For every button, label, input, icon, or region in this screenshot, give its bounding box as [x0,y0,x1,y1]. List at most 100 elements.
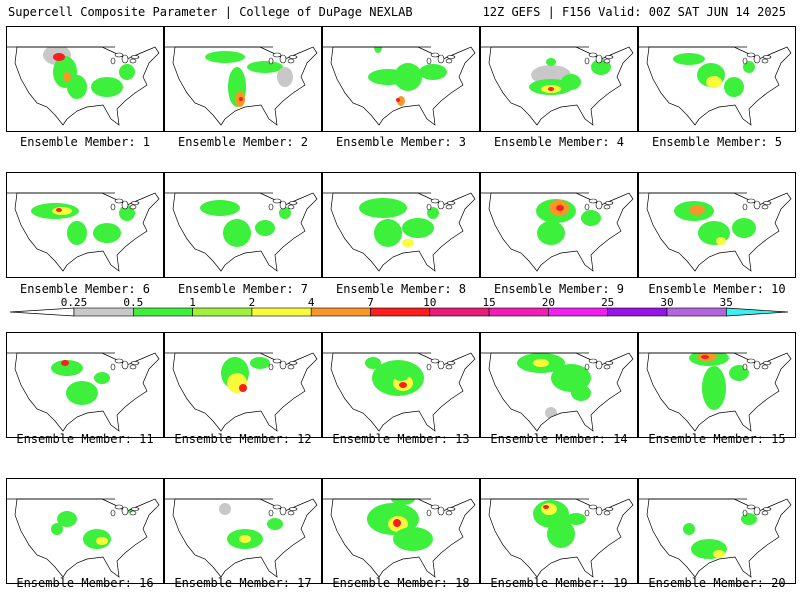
parameter-contour [119,205,135,221]
colorbar-segment [192,307,253,317]
ensemble-member-map [639,46,792,126]
great-lake [114,52,124,58]
great-lake [437,506,445,516]
ensemble-member-panel [6,172,164,278]
great-lake [430,504,440,510]
great-lake [287,510,295,516]
ensemble-member-label: Ensemble Member: 6 [19,282,151,296]
colorbar-tick-label: 20 [541,296,556,309]
great-lake [446,507,456,511]
run-info: 12Z GEFS | F156 Valid: 00Z SAT JUN 14 20… [482,5,786,19]
great-lake [603,204,611,210]
great-lake [288,201,298,205]
parameter-contour [51,360,83,376]
ensemble-member-label: Ensemble Member: 20 [648,576,786,590]
great-lake [445,58,453,64]
great-lake [121,200,129,210]
ensemble-member-map [323,352,476,432]
ensemble-member-panel [322,332,480,438]
ensemble-member-panel [164,172,322,278]
parameter-contour [250,357,270,369]
great-lake [588,358,598,364]
great-lake [114,198,124,204]
parameter-contour [200,200,240,216]
parameter-contour [94,372,110,384]
great-lake [272,504,282,510]
ensemble-member-label: Ensemble Member: 4 [493,135,625,149]
great-lake [287,58,295,64]
colorbar-tick-label: 0.25 [60,296,88,309]
parameter-contour [374,47,382,53]
ensemble-member-label: Ensemble Member: 15 [648,432,786,446]
great-lake [603,510,611,516]
ensemble-member-panel [164,332,322,438]
colorbar-segment [310,307,371,317]
great-lake [288,361,298,365]
ensemble-member-map [7,192,160,272]
ensemble-member-label: Ensemble Member: 2 [177,135,309,149]
great-lake [114,358,124,364]
colorbar-tick-label: 35 [719,296,733,309]
parameter-contour [556,205,564,211]
great-lake [584,57,590,65]
colorbar-segment [73,307,134,317]
parameter-contour [219,503,231,515]
great-lake [287,364,295,370]
parameter-contour [533,359,549,367]
parameter-contour [394,63,422,91]
colorbar-segment [666,307,727,317]
great-lake [110,509,116,517]
parameter-contour [402,239,414,247]
great-lake [604,361,614,365]
great-lake [430,52,440,58]
ensemble-member-map [7,352,160,432]
great-lake [110,57,116,65]
great-lake [437,360,445,370]
colorbar-tick-label: 1 [189,296,196,309]
great-lake [604,55,614,59]
ensemble-member-map [7,46,160,126]
ensemble-member-label: Ensemble Member: 12 [174,432,312,446]
ensemble-member-map [165,192,318,272]
great-lake [268,509,274,517]
ensemble-member-map [7,498,160,578]
great-lake [584,363,590,371]
parameter-contour [571,385,591,401]
parameter-contour [239,535,251,543]
ensemble-member-panel [322,478,480,584]
parameter-contour [93,223,121,243]
ensemble-member-map [165,498,318,578]
colorbar-segment [429,307,490,317]
ensemble-member-label: Ensemble Member: 17 [174,576,312,590]
great-lake [742,363,748,371]
great-lake [268,363,274,371]
great-lake [446,201,456,205]
great-lake [287,204,295,210]
great-lake [430,198,440,204]
parameter-contour [96,537,108,545]
ensemble-member-panel [480,332,638,438]
ensemble-member-label: Ensemble Member: 9 [493,282,625,296]
great-lake [110,203,116,211]
parameter-contour [702,366,726,410]
parameter-contour [561,74,581,90]
great-lake [762,201,772,205]
parameter-contour [706,76,722,88]
parameter-contour [52,207,72,215]
parameter-contour [239,384,247,392]
ensemble-member-map [323,192,476,272]
parameter-contour [393,369,409,381]
great-lake [279,506,287,516]
great-lake [762,361,772,365]
parameter-contour [205,51,245,63]
parameter-contour [247,61,283,73]
colorbar-tick-label: 2 [248,296,256,309]
great-lake [746,358,756,364]
colorbar-tick-label: 25 [601,296,615,309]
parameter-contour [67,221,87,245]
great-lake [426,509,432,517]
great-lake [588,52,598,58]
colorbar-right-arrow [725,307,789,317]
great-lake [742,57,748,65]
parameter-contour [61,360,69,366]
